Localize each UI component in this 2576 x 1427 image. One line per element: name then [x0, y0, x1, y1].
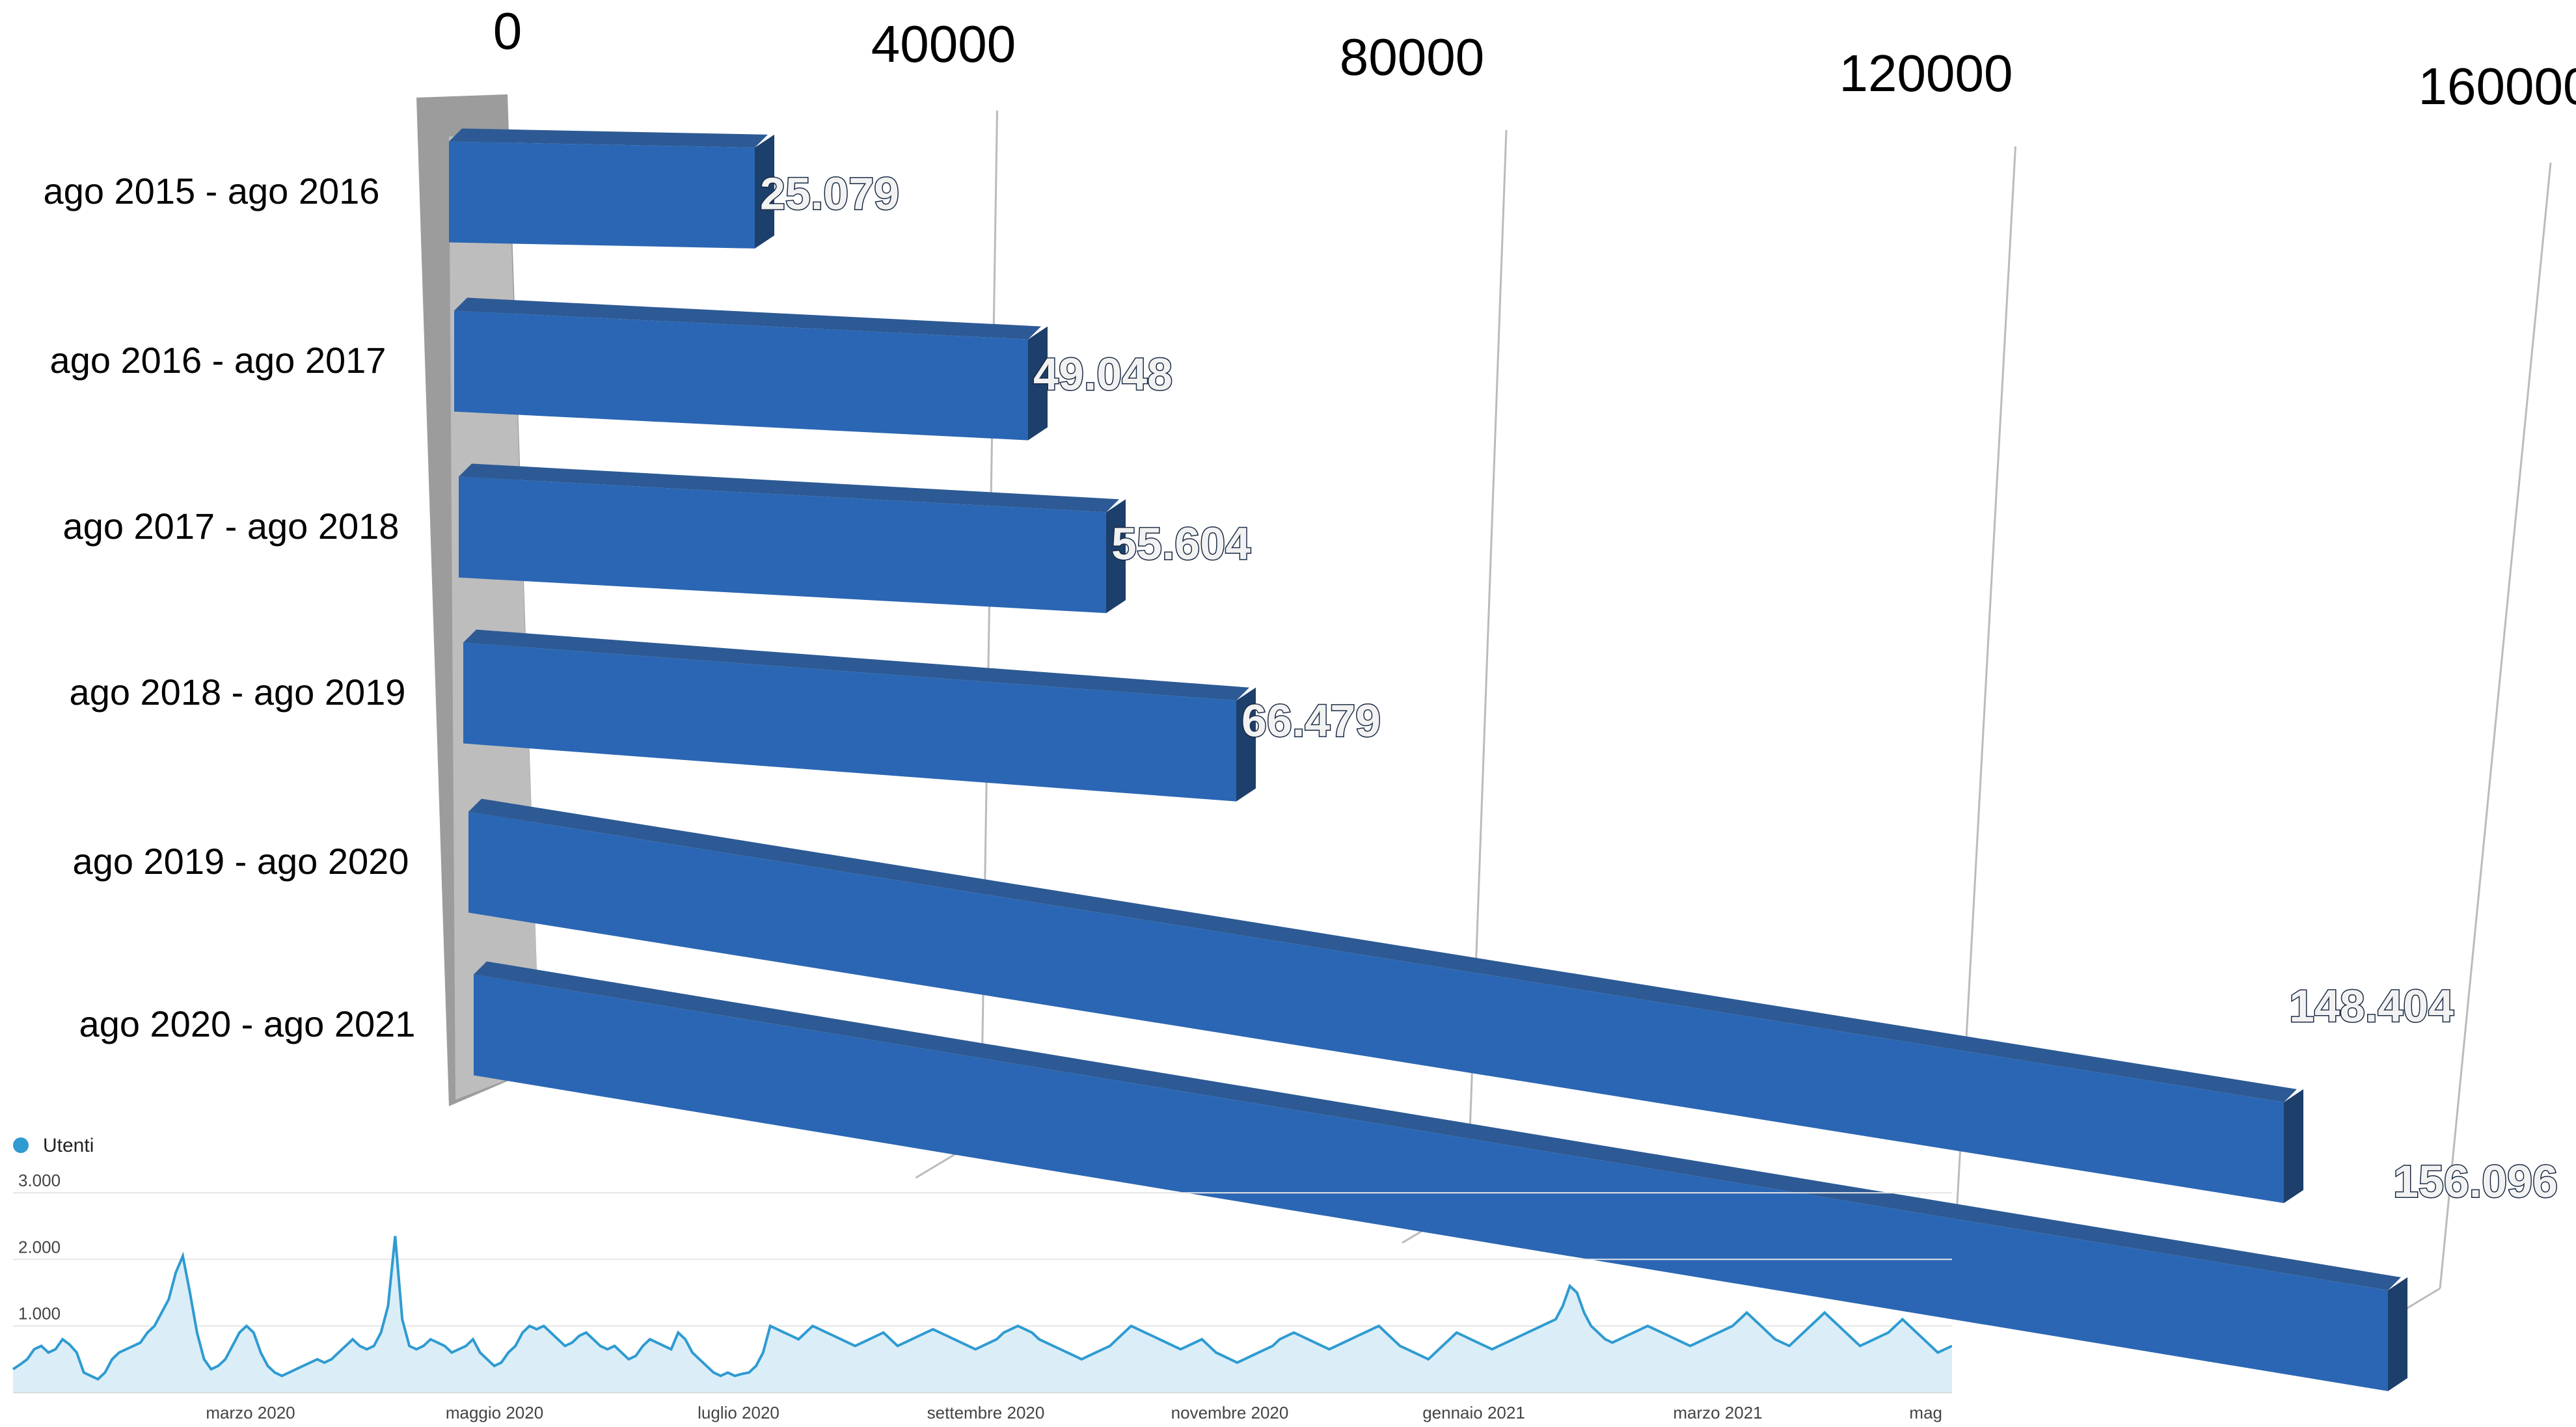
x-tick-label: 120000: [1839, 44, 2013, 102]
mini-x-tick-labels: marzo 2020 maggio 2020 luglio 2020 settembr…: [206, 1403, 1942, 1422]
category-label: ago 2020 - ago 2021: [79, 1003, 416, 1044]
mini-y-tick-labels: 3.000 2.000 1.000: [18, 1171, 61, 1324]
value-label: 55.604: [1111, 518, 1251, 569]
mini-x-tick: marzo 2021: [1673, 1403, 1762, 1422]
back-wall-face: [449, 130, 540, 1100]
bar-top-face: [449, 128, 768, 148]
bar-end-face: [1028, 326, 1048, 441]
category-label: ago 2017 - ago 2018: [63, 506, 400, 547]
mini-x-tick: novembre 2020: [1171, 1403, 1289, 1422]
bar-end-face: [2388, 1277, 2407, 1391]
bar: [463, 642, 1236, 802]
bar-top-face: [459, 463, 1119, 513]
mini-y-tick: 1.000: [18, 1304, 61, 1324]
bar: [459, 476, 1106, 614]
mini-x-tick: settembre 2020: [927, 1403, 1045, 1422]
bar-end-face: [1106, 499, 1126, 614]
users-line: [12, 1236, 1952, 1381]
value-label: 156.096: [2393, 1156, 2558, 1207]
mini-y-tick: 3.000: [18, 1171, 61, 1190]
x-tick-label: 160000: [2419, 57, 2576, 115]
bar-top-face: [454, 297, 1041, 340]
mini-y-tick: 2.000: [18, 1237, 61, 1257]
mini-x-tick: gennaio 2021: [1422, 1403, 1525, 1422]
category-label: ago 2016 - ago 2017: [50, 340, 386, 381]
bar: [474, 974, 2388, 1391]
bars: [449, 128, 2407, 1391]
value-label: 49.048: [1033, 349, 1173, 400]
bar: [468, 811, 2284, 1203]
value-label: 66.479: [1241, 696, 1381, 746]
chart-back-wall: [416, 94, 540, 1106]
legend-label: Utenti: [43, 1135, 94, 1156]
bar-top-face: [463, 629, 1249, 701]
value-label: 25.079: [760, 169, 899, 219]
mini-x-tick: marzo 2020: [206, 1403, 295, 1422]
bar-end-face: [2284, 1089, 2303, 1203]
x-tick-label: 0: [493, 2, 522, 60]
users-area: [13, 1236, 1952, 1393]
mini-x-tick: luglio 2020: [698, 1403, 780, 1422]
category-labels: ago 2015 - ago 2016 ago 2016 - ago 2017 ag…: [44, 170, 416, 1044]
bar-end-face: [755, 134, 774, 249]
bar-top-face: [468, 798, 2297, 1102]
mini-x-tick: maggio 2020: [446, 1403, 543, 1422]
mini-x-tick: mag: [1909, 1403, 1942, 1422]
gridline: [2439, 162, 2552, 1289]
bar: [449, 141, 755, 249]
x-tick-label: 40000: [871, 15, 1016, 73]
bar-end-face: [1236, 687, 1256, 802]
bar-top-face: [474, 961, 2401, 1290]
category-label: ago 2015 - ago 2016: [44, 170, 380, 211]
value-label: 148.404: [2289, 981, 2454, 1031]
users-line-chart: Utenti 3.000 2.000 1.000 marzo 2020 maggio …: [12, 1135, 1952, 1422]
x-axis-tick-labels: 0 40000 80000 120000 160000: [493, 2, 2576, 115]
legend-dot-icon: [13, 1137, 29, 1153]
category-label: ago 2018 - ago 2019: [70, 672, 406, 713]
x-tick-label: 80000: [1340, 28, 1484, 86]
value-labels: 25.079 49.048 55.604 66.479 148.404 156.096: [759, 167, 2559, 1208]
category-label: ago 2019 - ago 2020: [73, 841, 409, 882]
bar: [454, 310, 1028, 441]
